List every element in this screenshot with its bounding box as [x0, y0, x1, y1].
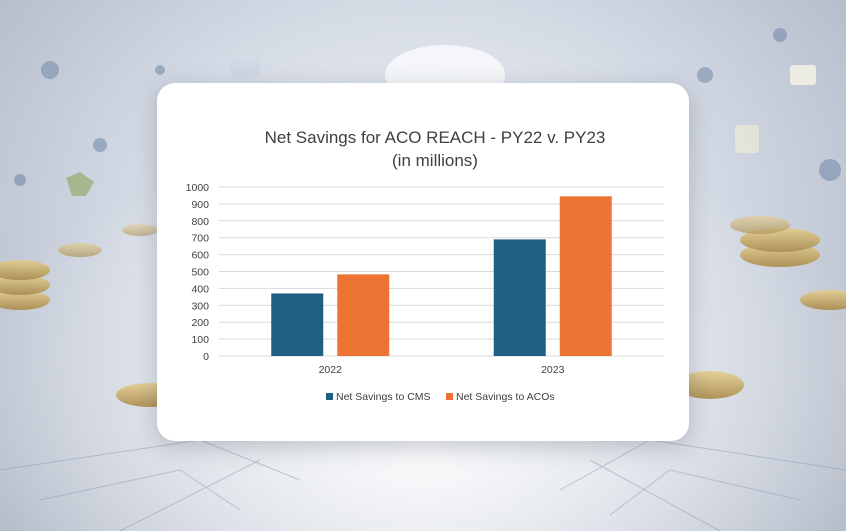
y-tick-label: 500	[191, 267, 209, 279]
y-tick-label: 800	[191, 216, 209, 228]
coin-stack-right	[676, 216, 846, 399]
y-tick-label: 400	[191, 283, 209, 295]
y-tick-label: 0	[203, 351, 209, 363]
chart-subtitle: (in millions)	[392, 151, 478, 170]
x-tick-label: 2023	[541, 364, 565, 376]
y-tick-label: 200	[191, 317, 209, 329]
y-tick-label: 900	[191, 199, 209, 211]
legend-label: Net Savings to ACOs	[456, 391, 555, 403]
x-tick-label: 2022	[319, 364, 343, 376]
chart-card: Net Savings for ACO REACH - PY22 v. PY23…	[157, 83, 689, 441]
bar-chart: Net Savings for ACO REACH - PY22 v. PY23…	[186, 128, 664, 403]
y-tick-label: 700	[191, 233, 209, 245]
y-tick-label: 100	[191, 334, 209, 346]
legend-swatch	[446, 393, 453, 400]
bars	[271, 196, 612, 356]
bar-net-savings-to-acos-2023	[559, 196, 612, 356]
chart-title: Net Savings for ACO REACH - PY22 v. PY23	[265, 128, 606, 147]
bar-net-savings-to-cms-2022	[271, 293, 324, 356]
y-tick-label: 600	[191, 250, 209, 262]
y-tick-label: 300	[191, 300, 209, 312]
bar-net-savings-to-cms-2023	[493, 239, 546, 356]
x-axis-ticks: 2022 2023	[319, 364, 565, 376]
legend: Net Savings to CMS Net Savings to ACOs	[326, 391, 555, 403]
bar-net-savings-to-acos-2022	[337, 274, 390, 356]
y-axis-ticks: 0 100 200 300 400 500 600 700 800 900 1000	[186, 182, 210, 363]
legend-swatch	[326, 393, 333, 400]
legend-label: Net Savings to CMS	[336, 391, 431, 403]
y-tick-label: 1000	[186, 182, 210, 194]
